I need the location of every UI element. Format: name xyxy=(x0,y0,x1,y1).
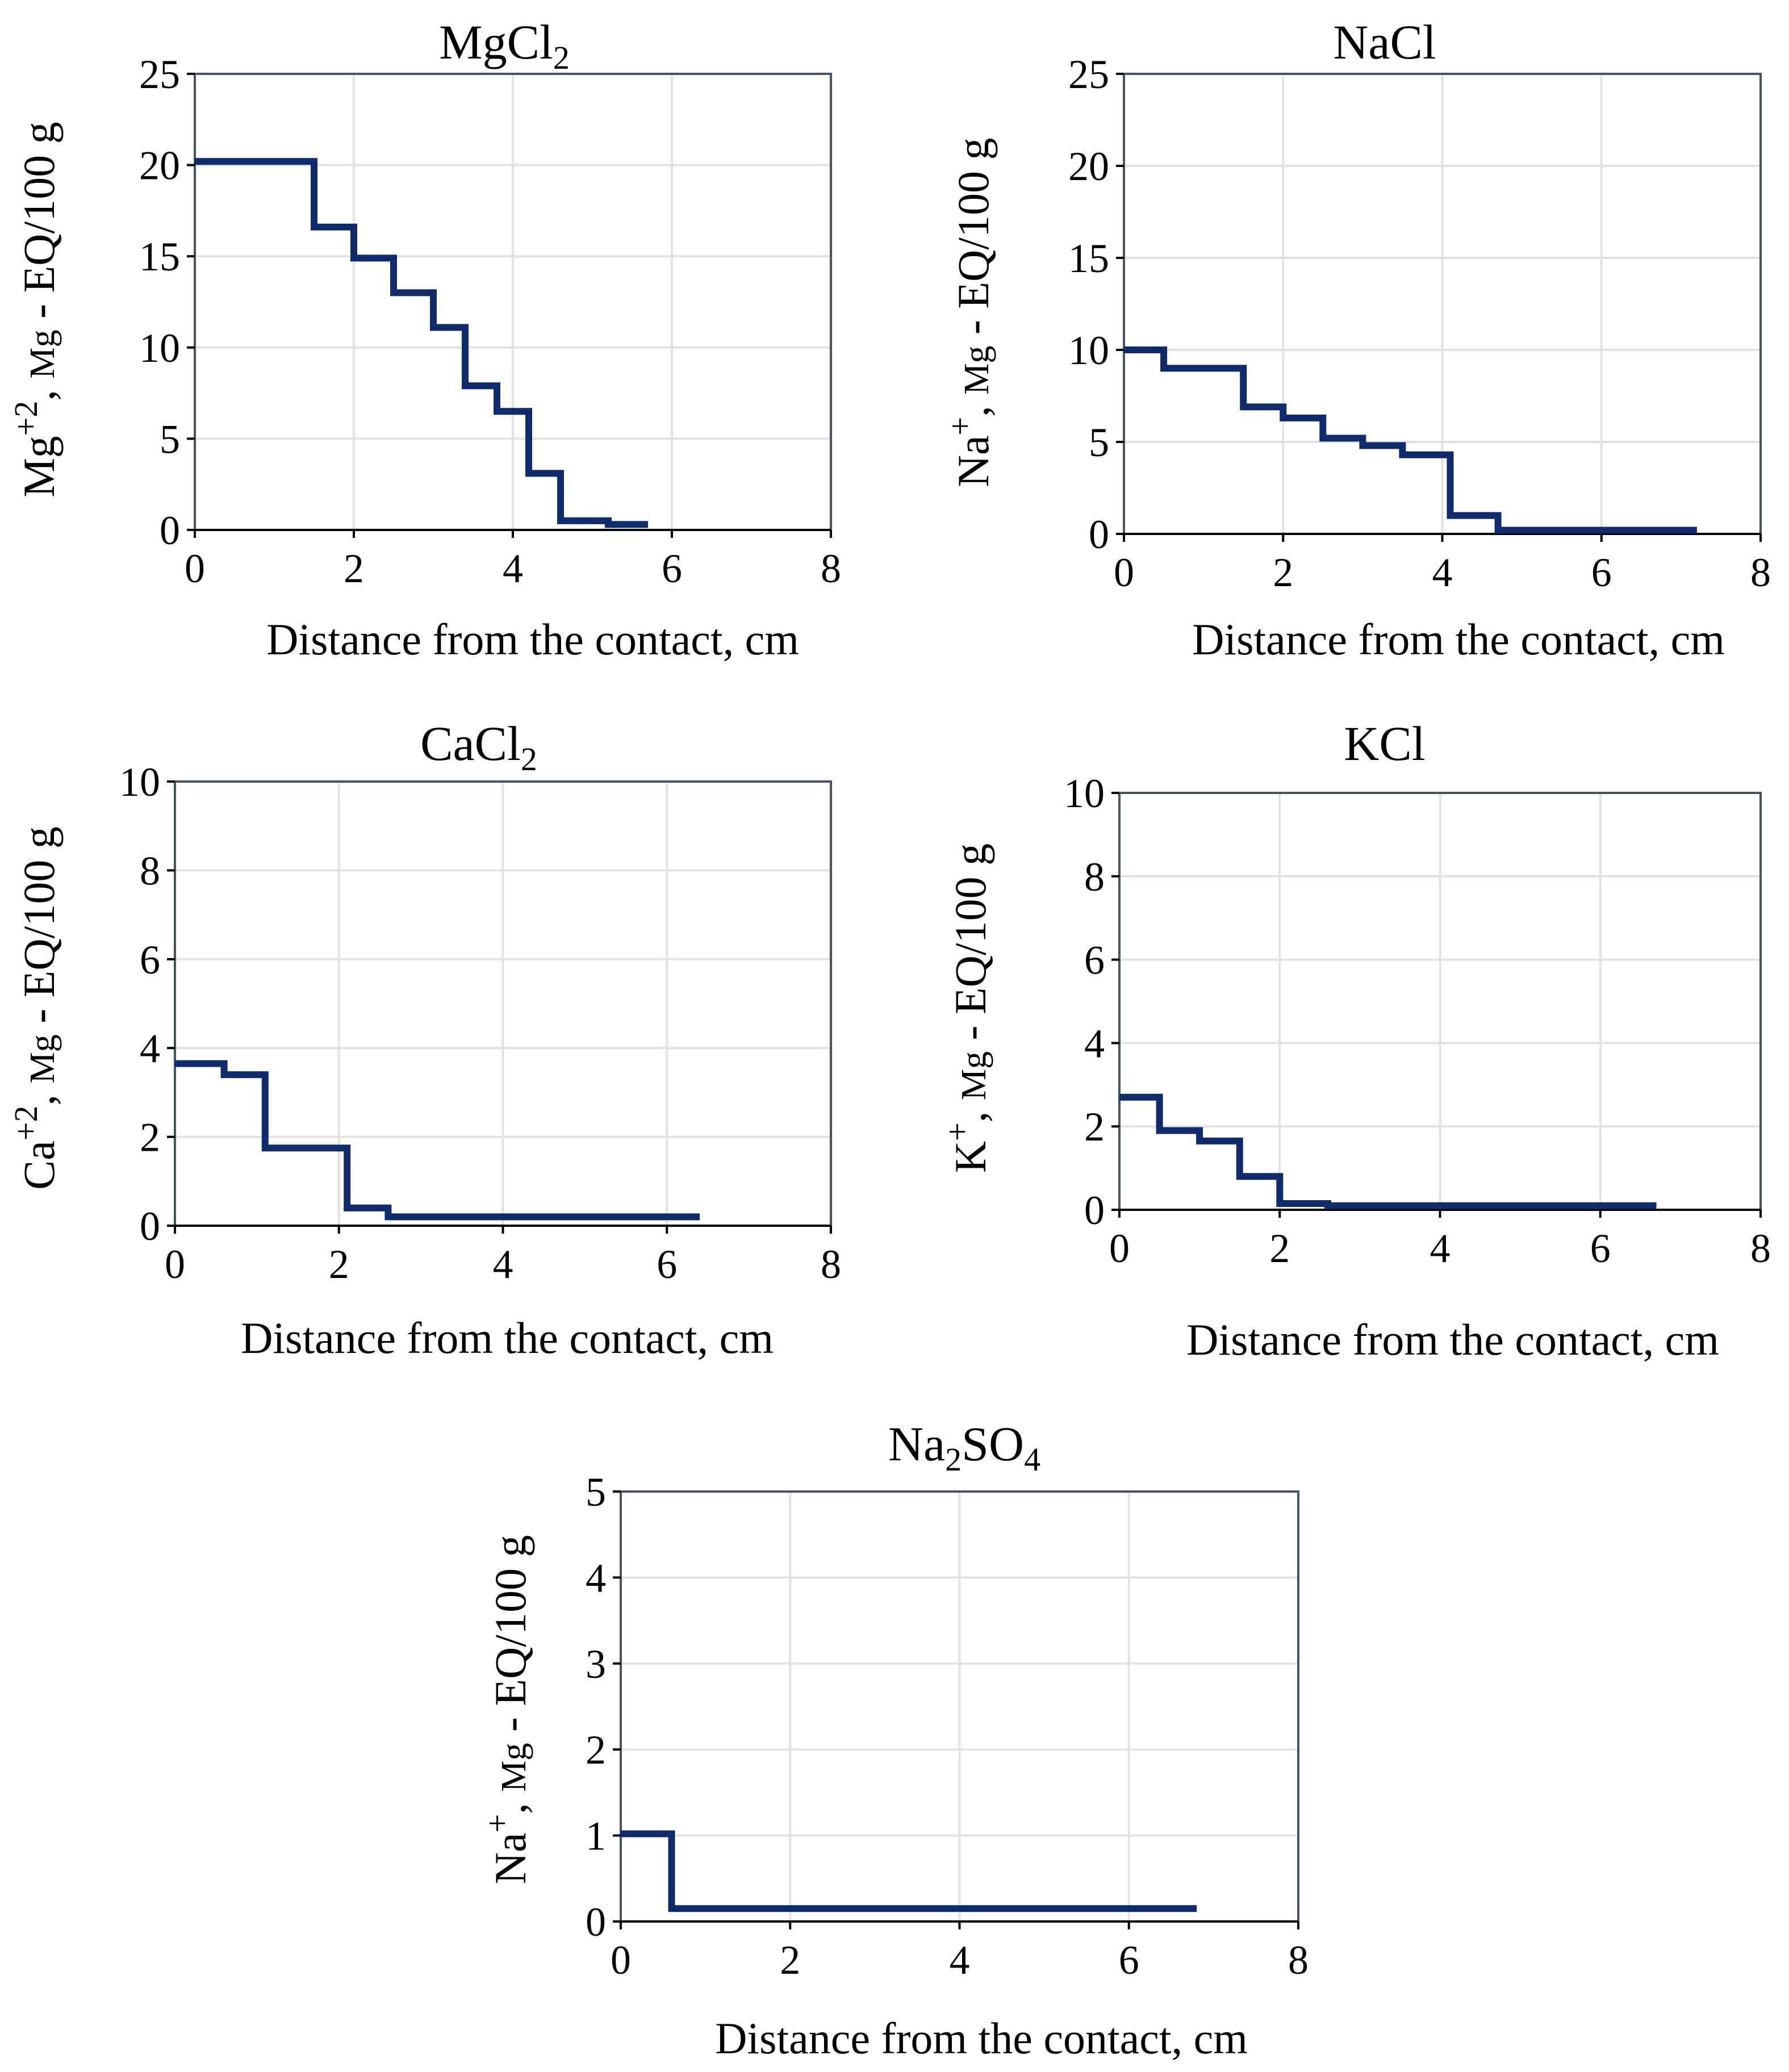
y-tick-label: 6 xyxy=(140,937,160,983)
chart-title: CaCl2 xyxy=(420,716,537,778)
x-tick-label: 6 xyxy=(662,546,682,591)
chart-cacl2: CaCl2 Ca+2, Mg - EQ/100 g Distance from … xyxy=(7,716,841,1363)
y-axis-title: Na+, Mg - EQ/100 g xyxy=(479,1535,535,1885)
y-tick-label: 0 xyxy=(160,508,180,553)
x-tick-label: 4 xyxy=(1430,1226,1451,1271)
y-tick-label: 0 xyxy=(586,1899,606,1945)
x-tick-label: 0 xyxy=(165,1242,185,1287)
x-tick-label: 4 xyxy=(950,1937,970,1983)
plot-area: 0 2 4 6 8 0 2 4 6 8 10 xyxy=(1064,771,1771,1271)
plot-area: 0 2 4 6 8 0 2 4 6 8 10 xyxy=(119,759,841,1287)
y-tick-label: 4 xyxy=(1084,1021,1105,1066)
y-tick-label: 10 xyxy=(139,325,180,371)
y-tick-label: 8 xyxy=(1084,854,1105,900)
x-tick-label: 2 xyxy=(344,546,364,591)
plot-frame xyxy=(621,1490,1299,1921)
x-tick-label: 4 xyxy=(1432,550,1453,595)
x-axis-title: Distance from the contact, cm xyxy=(1192,615,1725,664)
y-tick-label: 4 xyxy=(586,1555,606,1601)
x-axis-title: Distance from the contact, cm xyxy=(241,1313,774,1363)
y-tick-label: 0 xyxy=(1089,512,1109,557)
x-tick-label: 2 xyxy=(1273,550,1293,595)
x-tick-label: 0 xyxy=(185,546,205,591)
series-line xyxy=(175,1060,700,1221)
x-tick-label: 2 xyxy=(780,1937,800,1983)
y-tick-label: 25 xyxy=(139,52,180,97)
series-line xyxy=(1124,346,1697,534)
x-tick-label: 0 xyxy=(611,1937,631,1983)
x-tick-label: 8 xyxy=(1288,1937,1309,1983)
y-tick-label: 25 xyxy=(1068,52,1109,97)
y-tick-label: 20 xyxy=(139,143,180,189)
x-tick-label: 0 xyxy=(1109,1226,1130,1271)
chart-mgcl2: MgCl2 Mg+2, Mg - EQ/100 g Distance from … xyxy=(7,15,841,664)
chart-nacl: NaCl Na+, Mg - EQ/100 g Distance from th… xyxy=(942,15,1771,664)
plot-frame xyxy=(175,780,832,1226)
x-axis-title: Distance from the contact, cm xyxy=(266,615,799,664)
y-tick-label: 0 xyxy=(1084,1188,1105,1233)
plot-area: 0 2 4 6 8 0 5 10 15 20 25 xyxy=(139,52,841,591)
chart-title: MgCl2 xyxy=(439,15,570,76)
x-tick-label: 6 xyxy=(1591,550,1612,595)
y-axis-title: K+, Mg - EQ/100 g xyxy=(939,843,995,1173)
y-tick-label: 1 xyxy=(586,1814,606,1859)
x-tick-label: 4 xyxy=(493,1242,513,1287)
y-tick-label: 2 xyxy=(586,1727,606,1773)
x-tick-label: 2 xyxy=(329,1242,349,1287)
series-line xyxy=(1119,1093,1657,1209)
x-tick-label: 4 xyxy=(503,546,523,591)
series-line xyxy=(621,1830,1197,1912)
plot-frame xyxy=(195,73,832,530)
y-tick-label: 2 xyxy=(140,1115,160,1160)
x-tick-label: 6 xyxy=(657,1242,677,1287)
x-tick-label: 8 xyxy=(1750,1226,1771,1271)
y-tick-label: 15 xyxy=(1068,236,1109,281)
y-tick-label: 5 xyxy=(586,1469,606,1515)
y-axis-title: Na+, Mg - EQ/100 g xyxy=(942,138,998,487)
x-tick-label: 8 xyxy=(821,546,841,591)
x-axis-title: Distance from the contact, cm xyxy=(715,2013,1248,2063)
y-tick-label: 6 xyxy=(1084,938,1105,983)
chart-title: NaCl xyxy=(1333,15,1436,69)
x-tick-label: 6 xyxy=(1119,1937,1139,1983)
y-tick-label: 10 xyxy=(1064,771,1105,816)
y-axis-title: Ca+2, Mg - EQ/100 g xyxy=(7,826,64,1190)
x-tick-label: 0 xyxy=(1114,550,1134,595)
series-line xyxy=(195,158,648,528)
x-tick-label: 6 xyxy=(1590,1226,1611,1271)
x-tick-label: 8 xyxy=(821,1242,841,1287)
y-tick-label: 10 xyxy=(1068,328,1109,373)
plot-frame xyxy=(1124,73,1762,534)
y-tick-label: 8 xyxy=(140,848,160,893)
plot-area: 0 2 4 6 8 0 1 2 3 4 5 xyxy=(586,1469,1309,1983)
y-tick-label: 10 xyxy=(119,759,160,805)
y-axis-title: Mg+2, Mg - EQ/100 g xyxy=(7,122,64,497)
y-tick-label: 5 xyxy=(160,416,180,462)
chart-title: Na2SO4 xyxy=(888,1417,1040,1478)
plot-frame xyxy=(1119,792,1762,1210)
y-tick-label: 3 xyxy=(586,1641,606,1687)
x-tick-label: 8 xyxy=(1750,550,1771,595)
chart-kcl: KCl K+, Mg - EQ/100 g Distance from the … xyxy=(939,716,1771,1364)
chart-na2so4: Na2SO4 Na+, Mg - EQ/100 g Distance from … xyxy=(479,1417,1309,2063)
y-tick-label: 0 xyxy=(140,1204,160,1249)
y-tick-label: 4 xyxy=(140,1026,160,1071)
y-tick-label: 20 xyxy=(1068,144,1109,189)
y-tick-label: 2 xyxy=(1084,1104,1105,1150)
x-axis-title: Distance from the contact, cm xyxy=(1186,1315,1719,1364)
y-tick-label: 5 xyxy=(1089,420,1109,465)
chart-title: KCl xyxy=(1344,716,1425,771)
x-tick-label: 2 xyxy=(1269,1226,1290,1271)
plot-area: 0 2 4 6 8 0 5 10 15 20 25 xyxy=(1068,52,1771,595)
y-tick-label: 15 xyxy=(139,234,180,279)
